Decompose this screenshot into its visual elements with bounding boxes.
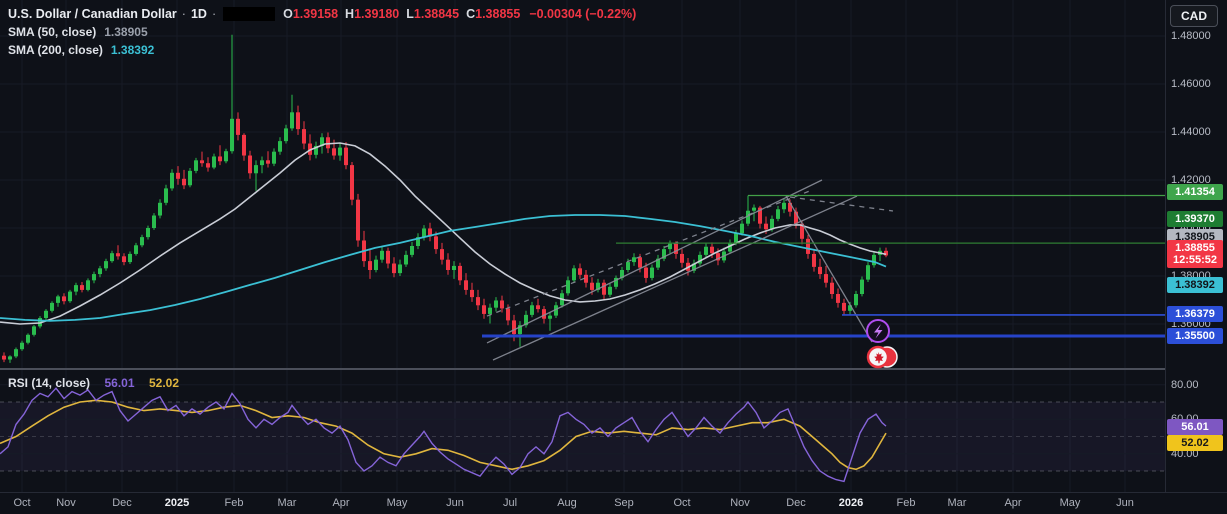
sma50-indicator-row[interactable]: SMA (50, close) 1.38905	[8, 23, 636, 40]
sma200-label: SMA (200, close)	[8, 42, 103, 57]
time-axis-year-label: 2025	[164, 497, 190, 509]
sma50-value: 1.38905	[104, 24, 148, 39]
price-axis-badge: 1.39370	[1167, 211, 1223, 227]
time-axis-month-label: Mar	[947, 497, 967, 509]
rsi-ma-value: 52.02	[148, 376, 179, 390]
sma200-value: 1.38392	[110, 42, 155, 57]
time-axis-month-label: Apr	[332, 497, 350, 509]
time-axis-year-label: 2026	[838, 497, 864, 509]
time-axis-month-label: Jun	[446, 497, 464, 509]
price-axis-label: 1.42000	[1171, 174, 1211, 186]
symbol-title[interactable]: U.S. Dollar / Canadian Dollar	[8, 6, 177, 21]
time-axis-month-label: Dec	[786, 497, 806, 509]
trendline[interactable]	[486, 179, 823, 344]
price-axis-badge: 1.36379	[1167, 306, 1223, 322]
time-axis-month-label: Jun	[1116, 497, 1134, 509]
price-axis-badge: 1.35500	[1167, 328, 1223, 344]
sma200-indicator-row[interactable]: SMA (200, close) 1.38392	[8, 41, 636, 58]
redacted-box	[223, 6, 276, 21]
price-axis-label: 1.48000	[1171, 30, 1211, 42]
time-axis-month-label: Aug	[557, 497, 577, 509]
time-axis-month-label: Dec	[112, 497, 132, 509]
trendline[interactable]	[486, 189, 813, 317]
rsi-indicator-row[interactable]: RSI (14, close) 56.01 52.02	[8, 374, 179, 392]
rsi-axis-badge: 56.01	[1167, 419, 1223, 435]
time-axis[interactable]: Oct Nov Dec 2025 Feb Mar Apr May Jun Jul Aug Sep Oct…	[0, 492, 1227, 514]
sma200-line[interactable]	[0, 214, 887, 322]
time-axis-month-label: Oct	[13, 497, 31, 509]
interval-label[interactable]: 1D	[190, 6, 207, 21]
change-value: −0.00304 (−0.22%)	[529, 6, 637, 21]
rsi-value: 56.01	[104, 376, 135, 390]
high-value: 1.39180	[354, 6, 400, 21]
price-axis-separator	[1165, 0, 1166, 492]
sma50-label: SMA (50, close)	[8, 24, 97, 39]
price-axis-badge: 1.38392	[1167, 277, 1223, 293]
candles-layer	[2, 34, 888, 363]
open-value: 1.39158	[292, 6, 339, 21]
currency-button[interactable]: CAD	[1170, 5, 1218, 27]
low-value: 1.38845	[413, 6, 460, 21]
gridlines	[0, 0, 1165, 492]
time-axis-month-label: Feb	[896, 497, 916, 509]
time-axis-month-label: Sep	[614, 497, 634, 509]
canada-flag-event-icon[interactable]	[866, 345, 898, 369]
chart-legend: U.S. Dollar / Canadian Dollar · 1D · O1.…	[8, 5, 636, 58]
trendline[interactable]	[789, 196, 894, 212]
trendline[interactable]	[492, 195, 858, 361]
price-axis-label: 1.46000	[1171, 78, 1211, 90]
symbol-row[interactable]: U.S. Dollar / Canadian Dollar · 1D · O1.…	[8, 5, 636, 22]
rsi-axis-label: 40.00	[1171, 448, 1199, 460]
time-axis-month-label: Feb	[224, 497, 244, 509]
price-axis-badge: 1.41354	[1167, 184, 1223, 200]
price-axis-badge: 1.38855 12:55:52	[1167, 240, 1223, 268]
trendline[interactable]	[785, 195, 873, 343]
ohlc-values: O1.39158 H1.39180 L1.38845 C1.38855	[283, 6, 521, 21]
time-axis-month-label: Nov	[730, 497, 750, 509]
rsi-ma-line[interactable]	[0, 399, 887, 471]
trendlines-layer[interactable]	[486, 179, 894, 361]
price-axis-label: 1.44000	[1171, 126, 1211, 138]
price-axis[interactable]: 1.48000 1.46000 1.44000 1.42000 1.40000 1.380…	[1165, 0, 1227, 492]
rsi-axis-label: 80.00	[1171, 379, 1199, 391]
time-axis-month-label: Apr	[1004, 497, 1022, 509]
dot-separator: ·	[181, 6, 186, 21]
time-axis-month-label: May	[1059, 497, 1081, 509]
close-value: 1.38855	[475, 6, 521, 21]
rsi-axis-badge: 52.02	[1167, 435, 1223, 451]
time-axis-month-label: Oct	[673, 497, 691, 509]
dot-separator-2: ·	[211, 6, 217, 21]
price-chart[interactable]	[0, 0, 1165, 492]
time-axis-month-label: Jul	[502, 497, 518, 509]
time-axis-month-label: Mar	[277, 497, 297, 509]
lightning-event-icon[interactable]	[866, 319, 890, 343]
rsi-line[interactable]	[0, 387, 887, 483]
rsi-label: RSI (14, close)	[8, 376, 91, 390]
time-axis-month-label: Nov	[56, 497, 76, 509]
time-axis-month-label: May	[386, 497, 408, 509]
